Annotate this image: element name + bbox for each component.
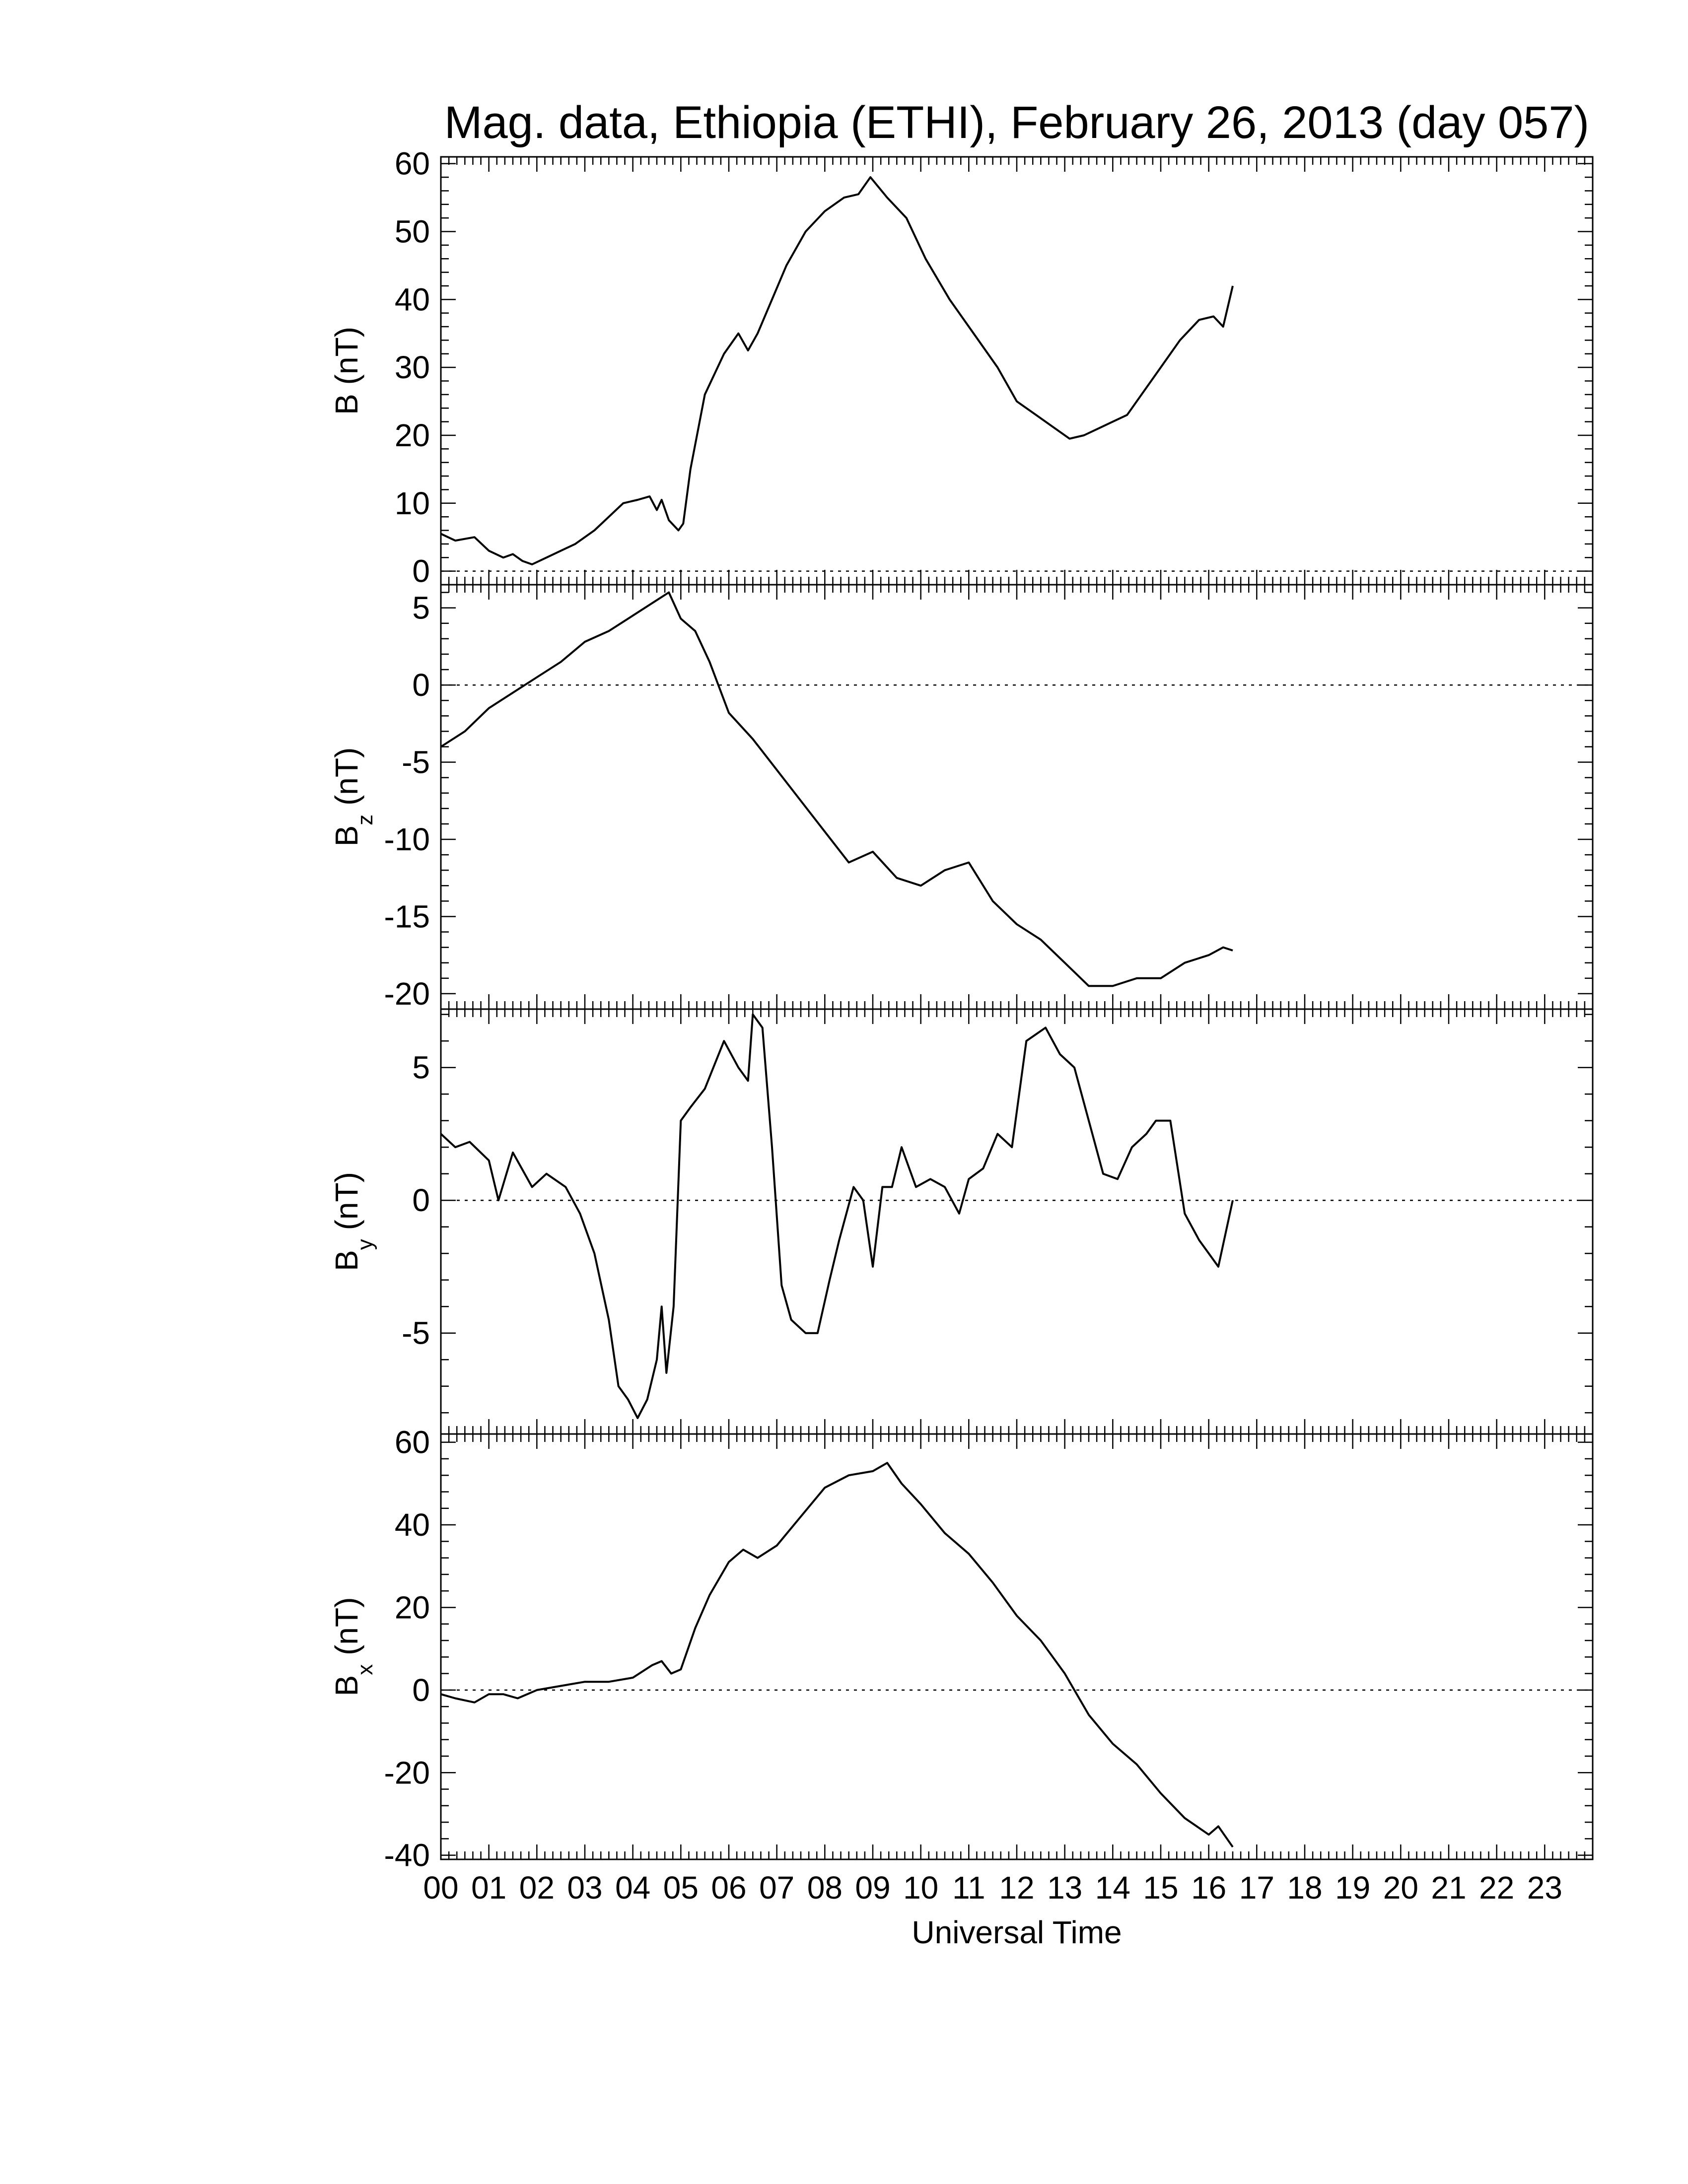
- x-ticks: [440, 585, 1594, 1009]
- x-tick-label: 10: [903, 1870, 938, 1906]
- y-tick-label: 0: [412, 1182, 430, 1218]
- y-tick-label: 40: [395, 281, 430, 317]
- x-tick-label: 17: [1239, 1870, 1274, 1906]
- x-tick-label: 09: [855, 1870, 890, 1906]
- x-tick-label: 04: [615, 1870, 650, 1906]
- x-tick-label: 18: [1287, 1870, 1322, 1906]
- y-tick-label: -40: [384, 1838, 430, 1873]
- y-tick-label: 30: [395, 349, 430, 385]
- panel-4: -40 -20 0 20 40 60 Bx (nT): [329, 1425, 1594, 1873]
- y-tick-label: 5: [412, 1050, 430, 1086]
- x-tick-label: 12: [999, 1870, 1034, 1906]
- y-ticks: -40 -20 0 20 40 60: [384, 1425, 1593, 1873]
- x-tick-labels: 00 01 02 03 04 05 06 07 08 09 10 11 12 13 14 15 16 17 18 19…: [423, 1870, 1562, 1906]
- y-tick-label: 40: [395, 1507, 430, 1543]
- x-tick-label: 02: [519, 1870, 555, 1906]
- x-ticks: [440, 1434, 1594, 1859]
- y-tick-label: 20: [395, 1589, 430, 1625]
- x-tick-label: 06: [711, 1870, 746, 1906]
- x-tick-label: 22: [1479, 1870, 1514, 1906]
- y-tick-label: -15: [384, 898, 430, 934]
- x-tick-label: 21: [1431, 1870, 1466, 1906]
- x-tick-label: 16: [1191, 1870, 1226, 1906]
- y-tick-label: 50: [395, 214, 430, 250]
- y-tick-label: 20: [395, 417, 430, 453]
- x-tick-label: 19: [1335, 1870, 1370, 1906]
- data-series-line: [440, 591, 1233, 987]
- data-series-line: [440, 1462, 1234, 1848]
- x-tick-label: 15: [1143, 1870, 1178, 1906]
- x-ticks: [440, 1009, 1594, 1434]
- x-tick-label: 23: [1527, 1870, 1562, 1906]
- y-ticks: 0 10 20 30 40 50 60: [395, 146, 1593, 589]
- plot-frame: [440, 156, 1594, 586]
- y-tick-label: 60: [395, 146, 430, 182]
- panel-3: -5 0 5 By (nT): [329, 1008, 1594, 1435]
- y-tick-label: -5: [402, 745, 430, 780]
- y-ticks: -5 0 5: [402, 1014, 1593, 1414]
- x-axis-label: Universal Time: [912, 1914, 1122, 1950]
- y-tick-label: -10: [384, 821, 430, 857]
- chart-title: Mag. data, Ethiopia (ETHI), February 26,…: [444, 97, 1589, 148]
- y-tick-label: -20: [384, 976, 430, 1012]
- y-tick-label: 0: [412, 553, 430, 589]
- y-tick-label: 10: [395, 485, 430, 521]
- y-tick-label: -20: [384, 1755, 430, 1790]
- x-tick-label: 03: [567, 1870, 602, 1906]
- x-tick-label: 11: [952, 1870, 985, 1906]
- y-axis-label: Bx (nT): [329, 1597, 377, 1697]
- y-tick-label: 0: [412, 1672, 430, 1708]
- plot-frame: [440, 1008, 1594, 1435]
- data-series-line: [440, 176, 1234, 565]
- data-series-line: [440, 1013, 1234, 1419]
- x-tick-label: 00: [423, 1870, 458, 1906]
- y-ticks: -20 -15 -10 -5 0 5: [384, 590, 1593, 1012]
- panel-2: -20 -15 -10 -5 0 5 Bz (nT): [329, 584, 1594, 1012]
- x-tick-label: 05: [663, 1870, 699, 1906]
- x-tick-label: 07: [759, 1870, 794, 1906]
- panel-1: 0 10 20 30 40 50 60 B (nT): [329, 146, 1594, 589]
- plot-frame: [440, 1433, 1594, 1860]
- y-axis-label: By (nT): [329, 1172, 377, 1271]
- x-tick-label: 20: [1383, 1870, 1418, 1906]
- x-tick-label: 13: [1047, 1870, 1082, 1906]
- plot-frame: [440, 584, 1594, 1010]
- x-tick-label: 01: [471, 1870, 506, 1906]
- y-tick-label: -5: [402, 1315, 430, 1351]
- y-tick-label: 5: [412, 590, 430, 626]
- y-tick-label: 60: [395, 1425, 430, 1460]
- x-tick-label: 14: [1095, 1870, 1130, 1906]
- x-ticks: [440, 157, 1594, 585]
- y-axis-label: Bz (nT): [329, 748, 377, 847]
- y-axis-label: B (nT): [329, 327, 364, 415]
- y-tick-label: 0: [412, 667, 430, 703]
- x-tick-label: 08: [807, 1870, 843, 1906]
